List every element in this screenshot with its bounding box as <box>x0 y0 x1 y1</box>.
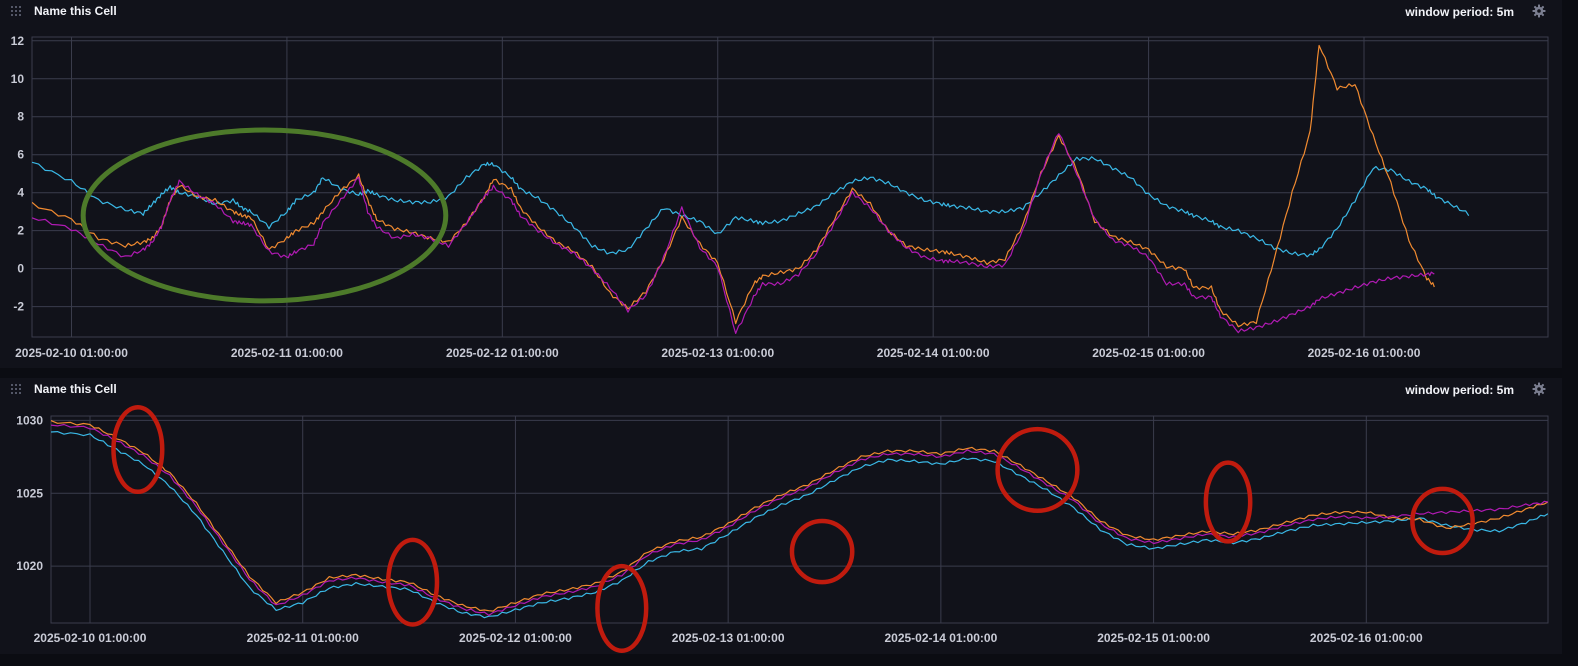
plot-frame <box>31 36 1549 338</box>
x-tick-label: 2025-02-12 01:00:00 <box>446 346 559 360</box>
y-tick-label: 0 <box>17 262 24 276</box>
series-line-magenta[interactable] <box>51 423 1548 616</box>
annotation-ellipse <box>1203 460 1253 544</box>
x-tick-label: 2025-02-16 01:00:00 <box>1308 346 1421 360</box>
series-line-cyan[interactable] <box>32 156 1470 258</box>
drag-handle-icon[interactable] <box>10 382 24 396</box>
y-tick-label: 12 <box>11 34 25 48</box>
chart-cell-2: Name this Cell window period: 5m 1030 102… <box>0 378 1562 654</box>
x-tick-label: 2025-02-11 01:00:00 <box>247 631 359 645</box>
y-tick-label: -2 <box>13 300 24 314</box>
y-tick-label: 10 <box>11 72 25 86</box>
y-tick-label: 8 <box>17 110 24 124</box>
line-chart[interactable]: 1030 1025 1020 2025-02-10 01:00:00 2025-02-1… <box>0 378 1562 654</box>
cell-title[interactable]: Name this Cell <box>34 4 117 18</box>
x-tick-label: 2025-02-10 01:00:00 <box>34 631 147 645</box>
x-tick-label: 2025-02-11 01:00:00 <box>231 346 343 360</box>
y-tick-label: 1030 <box>16 413 43 427</box>
plot-frame <box>50 415 1549 624</box>
x-tick-label: 2025-02-15 01:00:00 <box>1092 346 1205 360</box>
gear-icon[interactable] <box>1532 382 1546 396</box>
drag-handle-icon[interactable] <box>10 4 24 18</box>
annotation-ellipse <box>80 127 449 304</box>
annotation-ellipse <box>111 405 165 495</box>
window-period-label: window period: 5m <box>1405 5 1514 19</box>
y-tick-label: 2 <box>17 224 24 238</box>
annotation-ellipse <box>595 563 649 653</box>
x-tick-label: 2025-02-14 01:00:00 <box>877 346 990 360</box>
cell-header: Name this Cell window period: 5m <box>0 0 1562 24</box>
window-period-label: window period: 5m <box>1405 383 1514 397</box>
line-chart[interactable]: 12 10 8 6 4 2 0 -2 2025-02-10 01:00:00 2025-02-11… <box>0 0 1562 368</box>
cell-header: Name this Cell window period: 5m <box>0 378 1562 402</box>
y-tick-label: 4 <box>17 186 24 200</box>
series-line-magenta[interactable] <box>32 133 1435 334</box>
annotation-ellipse <box>995 426 1080 514</box>
annotation-ellipse <box>1410 486 1475 556</box>
annotation-ellipse <box>789 518 855 585</box>
x-tick-label: 2025-02-13 01:00:00 <box>672 631 785 645</box>
x-tick-label: 2025-02-16 01:00:00 <box>1310 631 1423 645</box>
cell-title[interactable]: Name this Cell <box>34 382 117 396</box>
y-tick-label: 6 <box>17 148 24 162</box>
y-tick-label: 1020 <box>16 559 43 573</box>
gear-icon[interactable] <box>1532 4 1546 18</box>
x-tick-label: 2025-02-10 01:00:00 <box>15 346 128 360</box>
annotation-ellipse <box>385 537 440 627</box>
x-tick-label: 2025-02-12 01:00:00 <box>459 631 572 645</box>
x-tick-label: 2025-02-15 01:00:00 <box>1097 631 1210 645</box>
series-line-orange[interactable] <box>51 420 1548 612</box>
series-line-cyan[interactable] <box>51 431 1548 619</box>
x-tick-label: 2025-02-13 01:00:00 <box>661 346 774 360</box>
chart-cell-1: Name this Cell window period: 5m 12 10 8 6 4… <box>0 0 1562 368</box>
x-tick-label: 2025-02-14 01:00:00 <box>884 631 997 645</box>
y-tick-label: 1025 <box>16 486 43 500</box>
series-line-orange[interactable] <box>32 44 1435 328</box>
